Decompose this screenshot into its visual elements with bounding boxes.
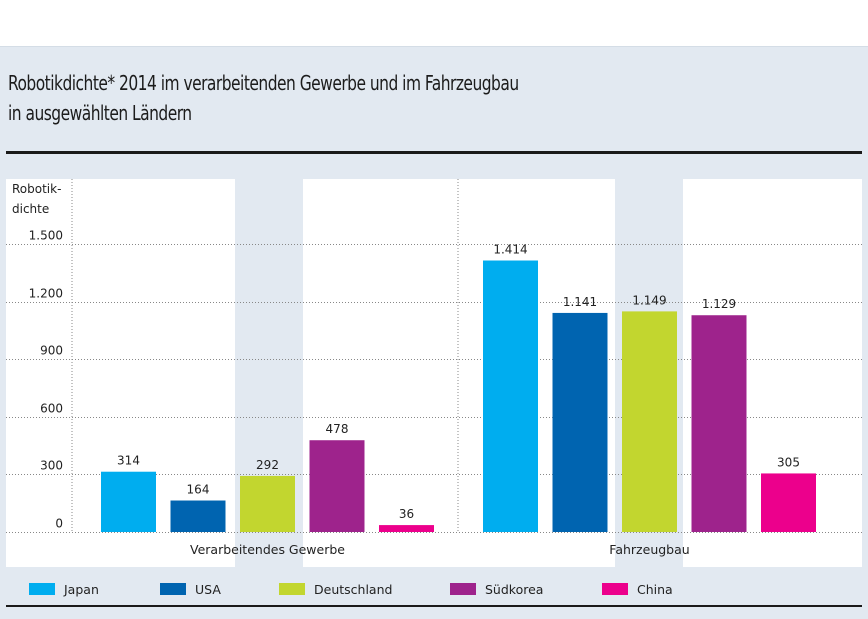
chart-title-line-1: Robotikdichte* 2014 im verarbeitenden Ge…	[8, 71, 519, 95]
bar	[483, 260, 538, 532]
bar	[379, 525, 434, 532]
data-label: 478	[326, 422, 349, 436]
bar	[101, 471, 156, 532]
data-label: 164	[187, 483, 210, 497]
data-label: 36	[399, 507, 414, 521]
bar	[622, 311, 677, 532]
gridlines	[6, 179, 862, 533]
x-category-label: Verarbeitendes Gewerbe	[190, 542, 345, 557]
bar	[552, 312, 608, 532]
legend-label: Japan	[63, 582, 99, 597]
data-label: 1.141	[563, 295, 597, 309]
data-label: 1.129	[702, 297, 736, 311]
legend-swatch	[29, 583, 55, 595]
chart-title: Robotikdichte* 2014 im verarbeitenden Ge…	[8, 68, 519, 128]
legend-swatch	[160, 583, 186, 595]
bar	[240, 475, 295, 532]
legend-label: USA	[195, 582, 221, 597]
labels: Robotik- dichte 0 300 600 900 1.200 1.500 314 1…	[12, 182, 800, 557]
legend-swatch	[450, 583, 476, 595]
data-label: 314	[117, 454, 140, 468]
legend-label: China	[637, 582, 673, 597]
bars	[101, 260, 816, 532]
legend-divider	[6, 605, 862, 607]
bar	[309, 440, 365, 532]
chart-title-line-2: in ausgewählten Ländern	[8, 101, 192, 125]
data-label: 1.414	[493, 243, 527, 257]
data-label: 305	[777, 455, 800, 469]
y-tick-label: 0	[55, 517, 63, 531]
y-axis-label-line-2: dichte	[12, 202, 49, 216]
bar	[170, 500, 226, 532]
y-tick-label: 300	[40, 459, 63, 473]
y-axis-label-line-1: Robotik-	[12, 182, 61, 196]
bar	[761, 473, 816, 532]
legend-swatch	[602, 583, 628, 595]
data-label: 292	[256, 458, 279, 472]
data-label: 1.149	[632, 293, 666, 307]
y-tick-label: 1.500	[29, 229, 63, 243]
x-category-label: Fahrzeugbau	[609, 542, 689, 557]
title-divider	[6, 151, 862, 154]
bar	[691, 315, 747, 532]
legend-swatch	[279, 583, 305, 595]
y-tick-label: 600	[40, 402, 63, 416]
legend: Japan USA Deutschland Südkorea China	[29, 582, 673, 597]
legend-label: Deutschland	[314, 582, 392, 597]
y-tick-label: 1.200	[29, 287, 63, 301]
legend-label: Südkorea	[485, 582, 543, 597]
y-tick-label: 900	[40, 344, 63, 358]
